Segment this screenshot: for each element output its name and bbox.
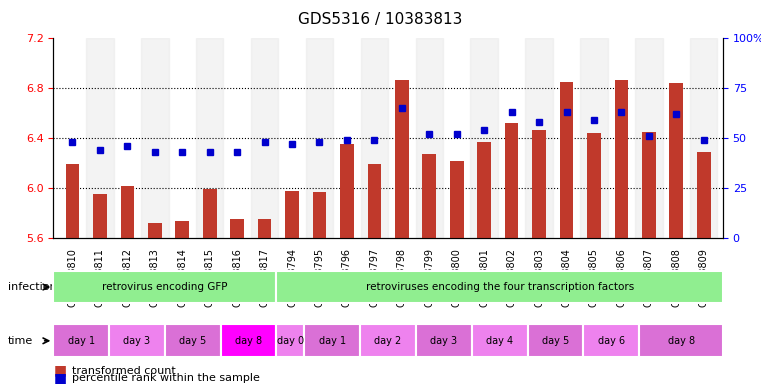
Text: day 3: day 3 — [123, 336, 151, 346]
Text: day 5: day 5 — [542, 336, 569, 346]
Bar — [285, 191, 299, 238]
Text: infection: infection — [8, 282, 56, 292]
Text: GDS5316 / 10383813: GDS5316 / 10383813 — [298, 12, 463, 26]
Bar — [175, 221, 189, 238]
Text: retrovirus encoding GFP: retrovirus encoding GFP — [102, 282, 228, 292]
Bar — [196, 38, 224, 238]
Text: ■: ■ — [53, 371, 66, 384]
Text: day 8: day 8 — [667, 336, 695, 346]
Bar — [450, 161, 463, 238]
Bar — [65, 164, 79, 238]
Bar — [120, 186, 134, 238]
Text: day 8: day 8 — [235, 336, 262, 346]
Bar — [340, 144, 354, 238]
Text: day 0: day 0 — [277, 336, 304, 346]
Bar — [470, 38, 498, 238]
Text: day 1: day 1 — [68, 336, 94, 346]
Bar — [697, 152, 711, 238]
Text: day 6: day 6 — [598, 336, 625, 346]
Bar — [505, 123, 518, 238]
Bar — [231, 219, 244, 238]
Text: day 3: day 3 — [431, 336, 457, 346]
Bar — [141, 38, 168, 238]
Bar — [251, 38, 279, 238]
Bar — [368, 164, 381, 238]
Bar — [642, 132, 656, 238]
Bar — [361, 38, 388, 238]
Bar — [93, 194, 107, 238]
Text: day 2: day 2 — [374, 336, 402, 346]
Text: day 5: day 5 — [179, 336, 206, 346]
Text: ■: ■ — [53, 364, 66, 377]
Bar — [416, 38, 443, 238]
Text: time: time — [8, 336, 33, 346]
Text: day 4: day 4 — [486, 336, 513, 346]
Bar — [477, 142, 491, 238]
Bar — [525, 38, 552, 238]
Bar — [258, 219, 272, 238]
Bar — [86, 38, 113, 238]
Bar — [670, 83, 683, 238]
Text: retroviruses encoding the four transcription factors: retroviruses encoding the four transcrip… — [365, 282, 634, 292]
Bar — [532, 129, 546, 238]
Bar — [148, 223, 161, 238]
Text: day 1: day 1 — [319, 336, 345, 346]
Text: percentile rank within the sample: percentile rank within the sample — [72, 373, 260, 383]
Bar — [559, 82, 573, 238]
Bar — [587, 133, 601, 238]
Bar — [615, 79, 629, 238]
Bar — [395, 79, 409, 238]
Bar — [635, 38, 663, 238]
Text: transformed count: transformed count — [72, 366, 176, 376]
Bar — [422, 154, 436, 238]
Bar — [690, 38, 718, 238]
Bar — [306, 38, 333, 238]
Bar — [203, 189, 217, 238]
Bar — [313, 192, 326, 238]
Bar — [580, 38, 608, 238]
